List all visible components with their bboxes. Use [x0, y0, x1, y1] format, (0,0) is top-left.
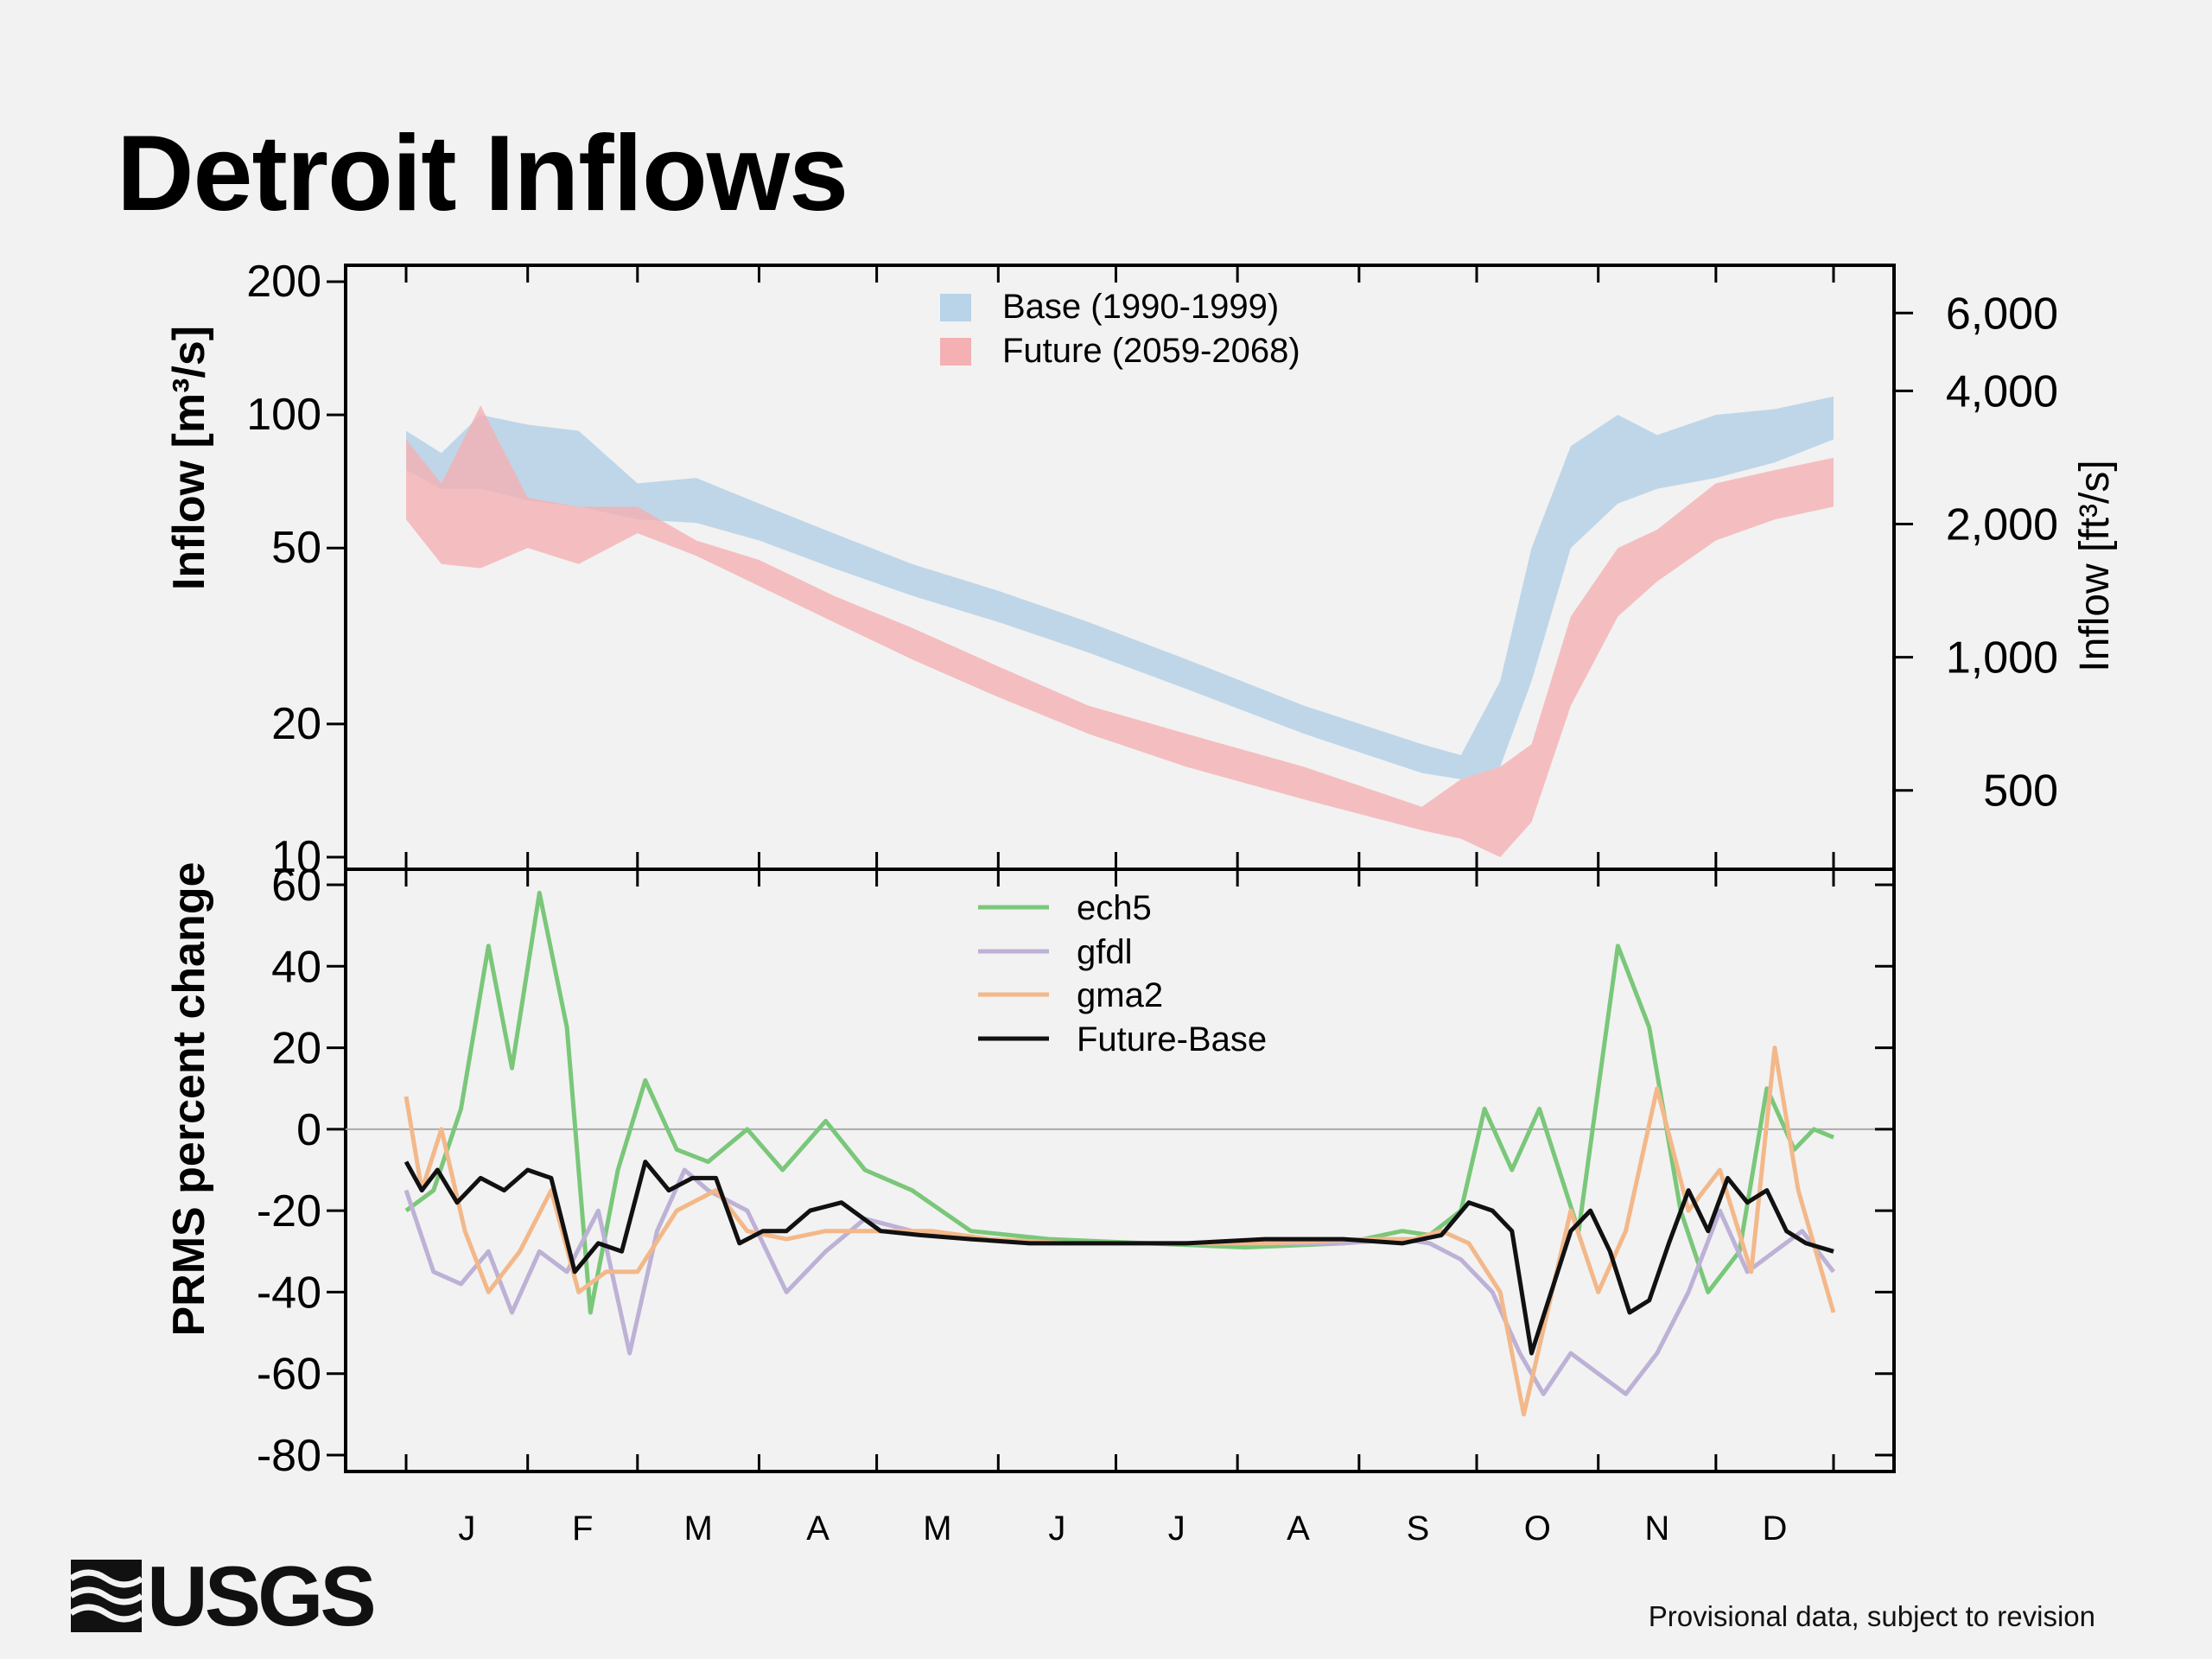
y-axis-label-right: Inflow [ft³/s]	[2072, 460, 2118, 671]
band-base	[406, 396, 1834, 779]
legend-label: Future-Base	[1077, 1020, 1267, 1058]
slide-title: Detroit Inflows	[117, 114, 849, 233]
y-tick-label-left: 50	[271, 523, 321, 573]
y-tick-label-bottom: -60	[257, 1350, 321, 1400]
usgs-logo-text: USGS	[147, 1548, 377, 1643]
x-tick-label: O	[1524, 1510, 1551, 1548]
legend-label: ech5	[1077, 889, 1152, 927]
x-tick-label: J	[458, 1510, 475, 1548]
y-tick-label-bottom: -80	[257, 1431, 321, 1481]
y-tick-label-bottom: -20	[257, 1186, 321, 1236]
usgs-wave-icon	[71, 1560, 142, 1632]
x-tick-label: A	[1287, 1510, 1310, 1548]
y-tick-label-bottom: 60	[271, 861, 321, 911]
footnote: Provisional data, subject to revision	[1648, 1600, 2095, 1632]
y-tick-label-left: 200	[246, 257, 321, 307]
legend-swatch-base	[940, 294, 971, 321]
x-tick-label: F	[572, 1510, 593, 1548]
y-tick-label-bottom: -40	[257, 1268, 321, 1318]
bottom-panel-frame	[344, 868, 1896, 1473]
legend-label: gfdl	[1077, 933, 1133, 971]
y-tick-label-bottom: 0	[296, 1105, 321, 1155]
y-tick-label-right: 6,000	[1946, 289, 2058, 339]
x-tick-label: J	[1048, 1510, 1065, 1548]
y-tick-label-left: 10	[271, 832, 321, 882]
y-axis-label-left: Inflow [m³/s]	[164, 326, 214, 590]
y-tick-label-left: 100	[246, 390, 321, 440]
usgs-logo: USGS	[71, 1548, 377, 1643]
legend-label: Future (2059-2068)	[1002, 332, 1300, 370]
series-line-future-base	[404, 1160, 1834, 1356]
legend-swatch-future	[940, 338, 971, 365]
x-tick-label: M	[923, 1510, 951, 1548]
y-tick-label-left: 20	[271, 699, 321, 749]
x-tick-label: M	[683, 1510, 712, 1548]
x-tick-label: D	[1762, 1510, 1787, 1548]
x-tick-label: S	[1407, 1510, 1430, 1548]
y-tick-label-right: 1,000	[1946, 633, 2058, 683]
y-tick-label-right: 2,000	[1946, 499, 2058, 550]
legend-label: gma2	[1077, 976, 1163, 1014]
y-tick-label-right: 500	[1983, 766, 2058, 817]
legend-label: Base (1990-1999)	[1002, 288, 1279, 326]
x-tick-label: A	[806, 1510, 830, 1548]
x-tick-label: J	[1168, 1510, 1185, 1548]
y-tick-label-bottom: 20	[271, 1024, 321, 1074]
series-line-gma2	[404, 1046, 1836, 1417]
y-tick-label-right: 4,000	[1946, 366, 2058, 416]
y-axis-label-bottom: PRMS percent change	[164, 861, 214, 1336]
x-tick-label: N	[1644, 1510, 1669, 1548]
y-tick-label-bottom: 40	[271, 942, 321, 992]
